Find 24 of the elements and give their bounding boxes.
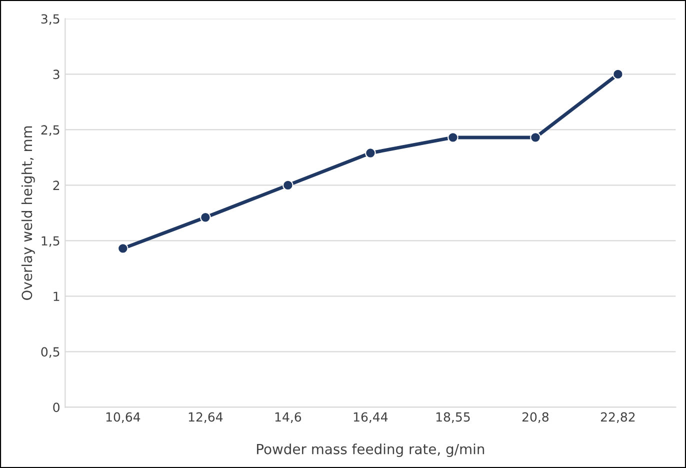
x-tick-label: 14,6 — [275, 412, 302, 423]
y-tick-label: 2 — [53, 180, 60, 190]
y-tick-label: 1 — [54, 292, 60, 301]
x-tick-label: 10,64 — [106, 412, 140, 423]
point — [282, 180, 294, 191]
point — [365, 148, 376, 158]
y-tick-label: 3,5 — [41, 14, 60, 25]
x-axis-title: Powder mass feeding rate, g/min — [257, 444, 484, 458]
y-tick-label: 3 — [53, 70, 60, 80]
y-tick-label: 0 — [53, 402, 60, 412]
x-tick-label: 18,55 — [436, 412, 470, 423]
y-tick-label: 1,5 — [42, 236, 60, 247]
y-axis-title: Overlay weld height, mm — [21, 126, 35, 300]
point — [448, 132, 458, 143]
point — [200, 212, 211, 223]
y-tick-label: 0,5 — [41, 347, 60, 358]
x-tick-label: 20,8 — [522, 412, 549, 423]
point — [118, 243, 128, 254]
x-tick-label: 22,82 — [600, 412, 635, 423]
x-tick-label: 12,64 — [188, 412, 223, 423]
point — [612, 68, 624, 80]
x-tick-label: 16,44 — [354, 412, 388, 423]
y-tick-label: 2,5 — [41, 125, 60, 136]
point — [530, 132, 541, 143]
